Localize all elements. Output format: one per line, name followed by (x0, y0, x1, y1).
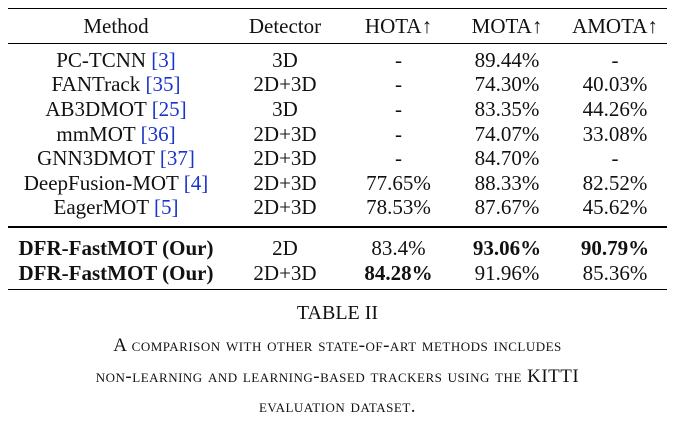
hota-cell: 78.53% (366, 195, 431, 220)
method-name: EagerMOT (53, 195, 154, 220)
table-row: GNN3DMOT [37] 2D+3D - 84.70% - (8, 146, 667, 171)
method-name: mmMOT (56, 121, 141, 146)
hota-cell: 77.65% (366, 170, 431, 195)
amota-cell: - (611, 47, 619, 72)
header-detector: Detector (248, 13, 322, 38)
method-cell: EagerMOT [5] (8, 196, 224, 228)
citation-link[interactable]: [3] (151, 47, 176, 72)
table-row: mmMOT [36] 2D+3D - 74.07% 33.08% (8, 122, 667, 147)
amota-cell: 90.79% (580, 235, 650, 260)
comparison-table-wrapper: Method Detector HOTA↑ MOTA↑ AMOTA↑ PC-TC… (8, 8, 667, 290)
detector-cell: 2D+3D (253, 260, 317, 285)
hota-cell: - (395, 72, 402, 97)
mota-cell: 89.44% (474, 47, 540, 72)
table-row-ours: DFR-FastMOT (Our) 2D+3D 84.28% 91.96% 85… (8, 261, 667, 290)
citation-link[interactable]: [35] (145, 72, 181, 97)
method-cell: AB3DMOT [25] (8, 97, 224, 122)
detector-cell: 2D (272, 235, 298, 260)
detector-cell: 2D+3D (253, 195, 317, 220)
table-row: DeepFusion-MOT [4] 2D+3D 77.65% 88.33% 8… (8, 171, 667, 196)
amota-cell: 44.26% (582, 96, 648, 121)
method-cell: GNN3DMOT [37] (8, 146, 224, 171)
method-cell: FANTrack [35] (8, 73, 224, 98)
method-name: AB3DMOT (45, 96, 152, 121)
table-caption-line: evaluation dataset. (258, 396, 417, 417)
method-cell: DFR-FastMOT (Our) (18, 235, 214, 260)
detector-cell: 2D+3D (253, 170, 317, 195)
amota-cell: 85.36% (582, 260, 648, 285)
citation-link[interactable]: [37] (159, 146, 195, 171)
detector-cell: 2D+3D (253, 72, 317, 97)
table-caption-line: non-learning and learning-based trackers… (95, 366, 580, 387)
method-name: PC-TCNN (56, 47, 152, 72)
header-hota: HOTA↑ (364, 13, 433, 38)
detector-cell: 2D+3D (253, 121, 317, 146)
detector-cell: 3D (272, 96, 298, 121)
table-header-row: Method Detector HOTA↑ MOTA↑ AMOTA↑ (8, 8, 667, 44)
table-caption-line: A comparison with other state-of-art met… (113, 335, 562, 356)
header-method: Method (83, 13, 149, 38)
table-row: FANTrack [35] 2D+3D - 74.30% 40.03% (8, 73, 667, 98)
amota-cell: 82.52% (582, 170, 648, 195)
mota-cell: 84.70% (474, 146, 540, 171)
amota-cell: - (611, 146, 619, 171)
method-cell: PC-TCNN [3] (8, 44, 224, 73)
method-name: FANTrack (51, 72, 146, 97)
method-name: GNN3DMOT (37, 146, 160, 171)
hota-cell: - (395, 96, 402, 121)
method-cell: DFR-FastMOT (Our) (18, 260, 214, 285)
header-mota: MOTA↑ (471, 13, 543, 38)
mota-cell: 74.07% (474, 121, 540, 146)
citation-link[interactable]: [5] (154, 195, 179, 220)
mota-cell: 74.30% (474, 72, 540, 97)
citation-link[interactable]: [36] (140, 121, 176, 146)
table-row: EagerMOT [5] 2D+3D 78.53% 87.67% 45.62% (8, 196, 667, 228)
table-row: AB3DMOT [25] 3D - 83.35% 44.26% (8, 97, 667, 122)
citation-link[interactable]: [4] (183, 170, 209, 195)
mota-cell: 91.96% (474, 260, 540, 285)
hota-cell: - (395, 146, 402, 171)
table-caption-title: TABLE II (296, 302, 379, 324)
detector-cell: 2D+3D (253, 146, 317, 171)
header-amota: AMOTA↑ (572, 13, 658, 38)
hota-cell: 83.4% (371, 235, 426, 260)
mota-cell: 88.33% (474, 170, 540, 195)
method-cell: mmMOT [36] (8, 122, 224, 147)
mota-cell: 93.06% (472, 235, 542, 260)
method-cell: DeepFusion-MOT [4] (8, 171, 224, 196)
amota-cell: 40.03% (582, 72, 648, 97)
amota-cell: 33.08% (582, 121, 648, 146)
table-row: PC-TCNN [3] 3D - 89.44% - (8, 44, 667, 73)
comparison-table: Method Detector HOTA↑ MOTA↑ AMOTA↑ PC-TC… (8, 8, 667, 290)
hota-cell: 84.28% (364, 260, 433, 285)
mota-cell: 87.67% (474, 195, 540, 220)
hota-cell: - (395, 47, 402, 72)
method-name: DeepFusion-MOT (23, 170, 184, 195)
amota-cell: 45.62% (582, 195, 648, 220)
table-row-ours: DFR-FastMOT (Our) 2D 83.4% 93.06% 90.79% (8, 227, 667, 261)
citation-link[interactable]: [25] (151, 96, 187, 121)
hota-cell: - (395, 121, 402, 146)
mota-cell: 83.35% (474, 96, 540, 121)
detector-cell: 3D (272, 47, 298, 72)
